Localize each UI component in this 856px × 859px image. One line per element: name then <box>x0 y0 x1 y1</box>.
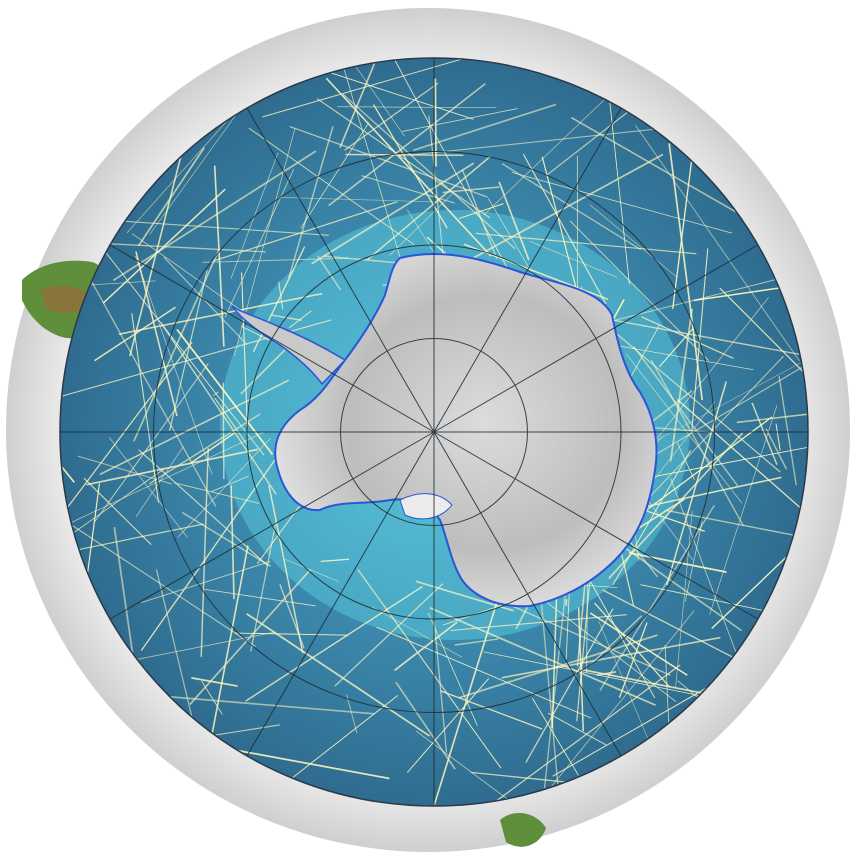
ship-track <box>223 383 224 479</box>
